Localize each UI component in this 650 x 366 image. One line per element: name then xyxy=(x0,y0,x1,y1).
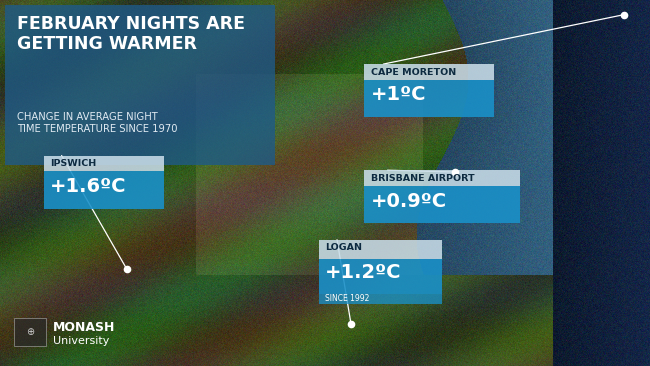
Text: MONASH: MONASH xyxy=(53,321,116,334)
Bar xyxy=(364,80,494,117)
Text: +0.9ºC: +0.9ºC xyxy=(370,191,447,210)
Text: CAPE MORETON: CAPE MORETON xyxy=(370,68,456,77)
Text: +1.6ºC: +1.6ºC xyxy=(50,177,127,196)
Bar xyxy=(5,5,275,165)
Text: University: University xyxy=(53,336,110,346)
Text: FEBRUARY NIGHTS ARE
GETTING WARMER: FEBRUARY NIGHTS ARE GETTING WARMER xyxy=(17,15,245,53)
Text: SINCE 1992: SINCE 1992 xyxy=(325,295,369,303)
Bar xyxy=(364,64,494,80)
Text: CHANGE IN AVERAGE NIGHT
TIME TEMPERATURE SINCE 1970: CHANGE IN AVERAGE NIGHT TIME TEMPERATURE… xyxy=(17,112,177,134)
Bar xyxy=(318,240,442,259)
Text: +1ºC: +1ºC xyxy=(370,85,426,104)
Bar xyxy=(318,259,442,294)
Text: ⊕: ⊕ xyxy=(26,327,34,337)
Bar xyxy=(364,186,520,223)
Bar xyxy=(44,171,164,209)
Bar xyxy=(14,318,46,346)
Text: IPSWICH: IPSWICH xyxy=(50,159,96,168)
Bar xyxy=(318,294,442,304)
Bar xyxy=(44,156,164,171)
Text: +1.2ºC: +1.2ºC xyxy=(325,264,402,283)
Text: BRISBANE AIRPORT: BRISBANE AIRPORT xyxy=(370,174,474,183)
Text: LOGAN: LOGAN xyxy=(325,243,362,253)
Bar xyxy=(364,170,520,186)
